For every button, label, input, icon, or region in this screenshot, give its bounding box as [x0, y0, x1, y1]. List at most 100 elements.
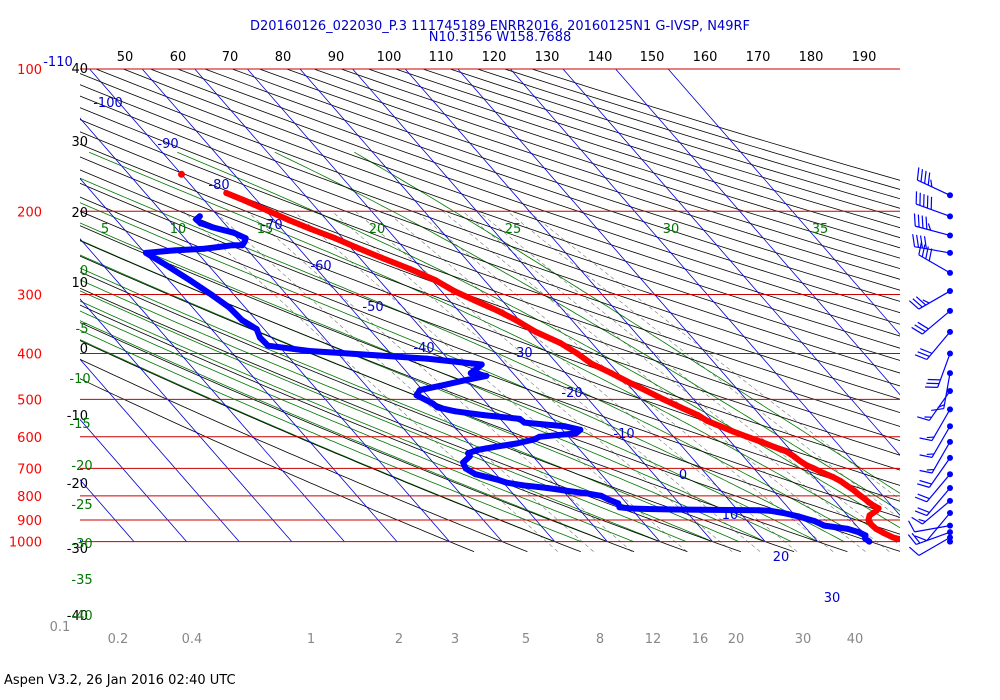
temperature-point	[574, 350, 581, 357]
top-temperature-label: 90	[328, 50, 345, 65]
temperature-point	[332, 235, 339, 242]
dewpoint-point	[256, 334, 263, 341]
temperature-point	[866, 512, 873, 519]
temperature-point	[730, 428, 737, 435]
dry-adiabat-line	[80, 84, 900, 374]
temperature-point	[625, 379, 632, 386]
temperature-point	[890, 534, 897, 541]
dewpoint-point	[226, 304, 233, 311]
top-temperature-label: 180	[799, 50, 824, 65]
mixing-ratio-line	[416, 211, 834, 552]
height-label: -10	[67, 409, 88, 424]
dewpoint-point	[544, 485, 551, 491]
temperature-point	[865, 517, 872, 523]
moist-adiabat-line	[88, 151, 897, 542]
top-temperature-label: 50	[117, 50, 134, 65]
mixing-ratio-line	[183, 211, 558, 552]
moist-adiabat-line	[80, 310, 634, 542]
dewpoint-point	[561, 423, 568, 430]
dry-adiabat-line	[80, 271, 795, 552]
temperature-point	[843, 482, 850, 489]
dry-adiabat-line	[203, 69, 900, 302]
isotherm-label: 20	[773, 550, 790, 565]
moist-adiabat-label: -40	[71, 609, 92, 624]
moist-adiabat-line	[80, 300, 661, 542]
dry-adiabat-line	[80, 107, 900, 400]
dewpoint-point	[562, 487, 569, 494]
height-label: 20	[71, 206, 88, 221]
dry-adiabat-line	[285, 69, 900, 270]
wind-barb	[908, 534, 953, 556]
isotherm-line	[80, 298, 293, 542]
dewpoint-point	[480, 412, 487, 419]
pressure-tick-label: 700	[17, 462, 42, 477]
moist-adiabat-label: -35	[71, 573, 92, 588]
moist-adiabat-line	[80, 177, 871, 542]
dry-adiabat-line	[258, 69, 900, 280]
dry-adiabat-line	[149, 69, 900, 325]
moist-adiabat-label: 10	[170, 222, 187, 237]
temperature-point	[307, 226, 314, 232]
temperature-point	[758, 438, 765, 445]
dewpoint-point	[503, 479, 510, 486]
dry-adiabat-line	[80, 169, 900, 471]
dewpoint-point	[520, 482, 526, 489]
isotherm-line	[562, 69, 900, 456]
top-temperature-label: 80	[275, 50, 292, 65]
dewpoint-point	[577, 426, 584, 433]
moist-adiabat-label: 30	[663, 222, 680, 237]
height-label: 0	[80, 342, 88, 357]
temperature-point	[851, 487, 858, 494]
dry-adiabat-line	[80, 210, 900, 518]
temperature-point	[861, 495, 868, 502]
temperature-point	[352, 244, 359, 250]
mixing-ratio-label: 20	[728, 632, 745, 647]
temperature-point	[557, 340, 564, 346]
dewpoint-point	[242, 235, 249, 242]
temperature-point	[770, 443, 777, 450]
mixing-ratio-label: 0.1	[50, 620, 71, 635]
dry-adiabat-line	[80, 287, 741, 552]
temperature-point	[608, 370, 615, 377]
dewpoint-point	[462, 465, 469, 472]
dry-adiabat-line	[80, 304, 688, 552]
dewpoint-point	[862, 532, 869, 539]
dewpoint-point	[461, 377, 468, 384]
dewpoint-point	[229, 242, 236, 249]
temperature-point	[532, 328, 539, 335]
top-temperature-label: 100	[377, 50, 402, 65]
dewpoint-point	[452, 408, 459, 415]
wind-barb	[911, 307, 953, 335]
isotherm-label: -90	[157, 137, 178, 152]
wind-barb	[914, 510, 953, 542]
dewpoint-point	[208, 224, 215, 231]
isotherms	[80, 69, 900, 542]
top-temperature-label: 190	[852, 50, 877, 65]
temperature-point	[495, 307, 502, 314]
pressure-tick-label: 200	[17, 205, 42, 220]
isotherm-label: -50	[362, 300, 383, 315]
dewpoint-point	[434, 404, 441, 411]
isotherm-line	[141, 69, 556, 542]
isotherm-line	[299, 69, 713, 542]
dewpoint-point	[811, 518, 818, 525]
mixing-ratio-label: 3	[451, 632, 459, 647]
dry-adiabat-line	[80, 119, 900, 414]
top-temperature-label: 70	[222, 50, 239, 65]
wind-barb	[911, 497, 953, 525]
pressure-tick-label: 500	[17, 393, 42, 408]
moist-adiabat-label: -5	[76, 322, 89, 337]
dewpoint-point	[573, 430, 579, 437]
temperature-point	[873, 525, 880, 532]
temperature-point	[677, 404, 684, 411]
moist-adiabat-label: 35	[812, 222, 829, 237]
dewpoint-point	[472, 471, 479, 478]
dry-adiabat-line	[80, 322, 635, 552]
dry-adiabat-line	[80, 73, 900, 361]
isolated-temperature-point	[178, 170, 185, 178]
isotherm-line	[510, 69, 900, 516]
dry-adiabat-line	[312, 69, 900, 259]
top-temperature-label: 160	[693, 50, 718, 65]
wind-barb	[907, 529, 953, 546]
